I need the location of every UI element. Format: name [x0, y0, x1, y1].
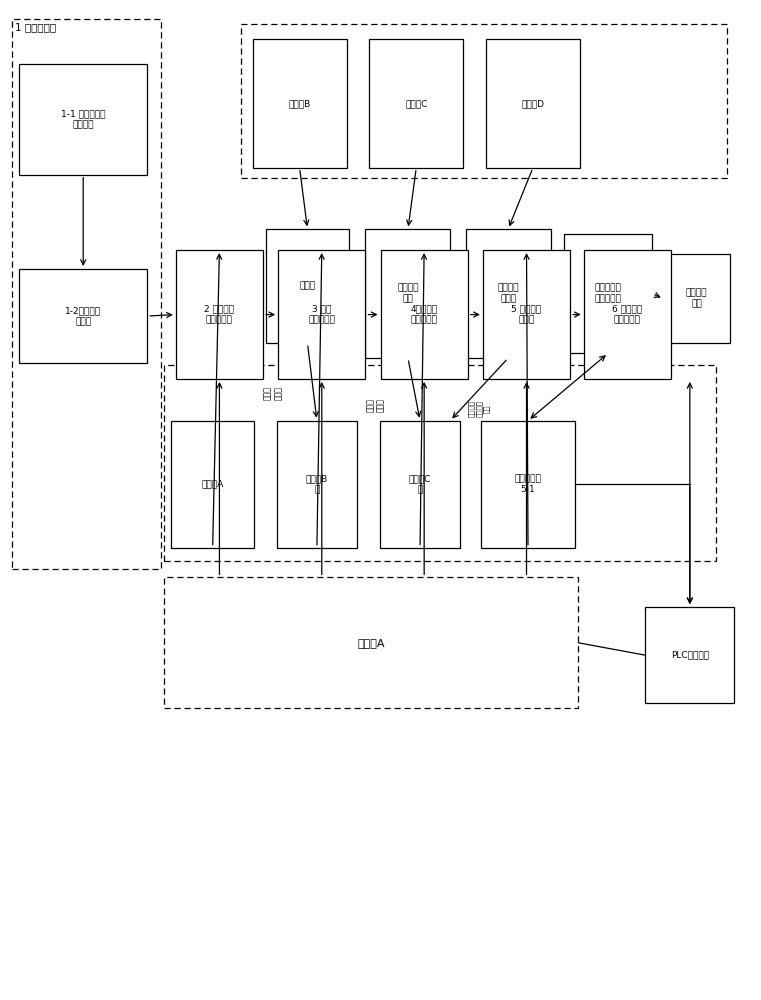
Bar	[171, 421, 254, 548]
Bar	[11, 19, 161, 569]
Bar	[266, 229, 349, 343]
Bar	[584, 250, 671, 379]
Text: 3 加入
滴定指示剂: 3 加入 滴定指示剂	[308, 305, 336, 325]
Text: 定量移取
标准滴定
溶液: 定量移取 标准滴定 溶液	[468, 400, 490, 417]
Text: 1-2预处理样
品容器: 1-2预处理样 品容器	[65, 306, 101, 326]
Text: 4加入标准
滴定液滴定: 4加入标准 滴定液滴定	[411, 305, 438, 325]
Text: 1-1 样品自动预
处理系统: 1-1 样品自动预 处理系统	[61, 109, 106, 129]
Bar	[164, 577, 578, 708]
Text: 搅拌器C: 搅拌器C	[405, 99, 428, 108]
Text: 搅拌器B: 搅拌器B	[288, 99, 310, 108]
Text: 蠕动泵C
蠕: 蠕动泵C 蠕	[409, 474, 431, 494]
Bar	[564, 234, 652, 353]
Text: 数据储存、
处理及传输: 数据储存、 处理及传输	[595, 284, 622, 304]
Text: 搅拌器A: 搅拌器A	[358, 638, 385, 648]
Bar	[19, 64, 147, 175]
Bar	[483, 250, 570, 379]
Text: 试剂瓶: 试剂瓶	[299, 282, 316, 291]
Text: 定量移
取试剂: 定量移 取试剂	[263, 386, 282, 400]
Text: 6 滴定结果
报告及利用: 6 滴定结果 报告及利用	[613, 305, 642, 325]
Bar	[380, 250, 468, 379]
Text: 标准滴定
溶液瓶: 标准滴定 溶液瓶	[498, 284, 519, 304]
Text: 滴定指示
剂瓶: 滴定指示 剂瓶	[397, 284, 419, 304]
Bar	[369, 39, 463, 168]
Bar	[664, 254, 730, 343]
Bar	[645, 607, 734, 703]
Text: 5 滴定指示
剂颜变: 5 滴定指示 剂颜变	[511, 305, 542, 325]
Text: 2 样品滴定
前加药反应: 2 样品滴定 前加药反应	[205, 305, 234, 325]
Text: 视觉传感器
5-1: 视觉传感器 5-1	[514, 474, 542, 494]
Bar	[482, 421, 575, 548]
Bar	[365, 229, 451, 358]
Text: 蠕动泵A: 蠕动泵A	[202, 480, 224, 489]
Text: 1 样品预处理: 1 样品预处理	[15, 22, 56, 32]
Bar	[486, 39, 580, 168]
Bar	[277, 421, 357, 548]
Text: 定量移
取试剂: 定量移 取试剂	[365, 398, 385, 412]
Bar	[176, 250, 263, 379]
Bar	[164, 365, 716, 561]
Text: 原始记录
打印: 原始记录 打印	[686, 289, 708, 309]
Bar	[241, 24, 727, 178]
Bar	[380, 421, 460, 548]
Text: PLC电控系统: PLC电控系统	[670, 651, 709, 660]
Bar	[278, 250, 365, 379]
Text: 蠕动泵B
蠕: 蠕动泵B 蠕	[306, 474, 328, 494]
Bar	[466, 229, 551, 358]
Text: 搅拌器D: 搅拌器D	[521, 99, 544, 108]
Bar	[253, 39, 346, 168]
Bar	[19, 269, 147, 363]
